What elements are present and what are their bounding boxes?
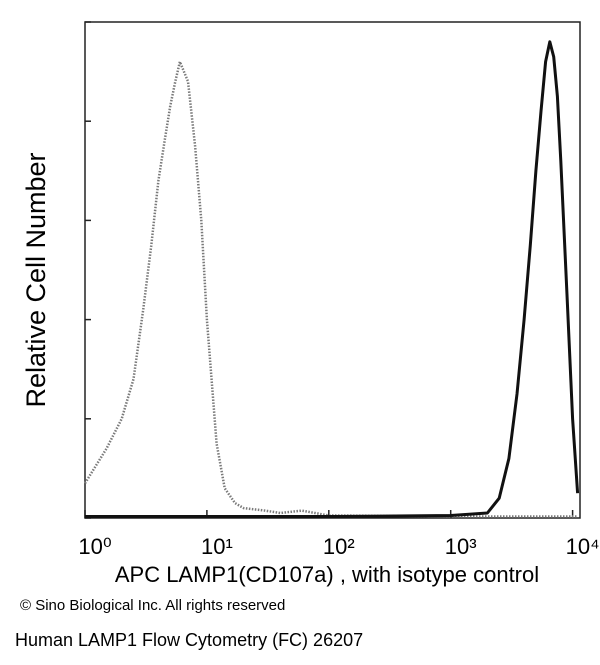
copyright: © Sino Biological Inc. All rights reserv… [20, 597, 285, 614]
x-tick-label: 10² [323, 534, 355, 559]
x-tick-label: 10⁴ [566, 534, 600, 559]
histogram-line [83, 60, 578, 518]
x-tick-label: 10⁰ [78, 534, 111, 559]
x-tick-label: 10¹ [201, 534, 233, 559]
caption: Human LAMP1 Flow Cytometry (FC) 26207 [15, 630, 363, 650]
plot-frame [84, 21, 581, 519]
x-tick-label: 10³ [445, 534, 477, 559]
histogram-line [85, 40, 580, 518]
x-axis-label: APC LAMP1(CD107a) , with isotype control [115, 562, 539, 587]
y-axis-label: Relative Cell Number [21, 152, 51, 407]
